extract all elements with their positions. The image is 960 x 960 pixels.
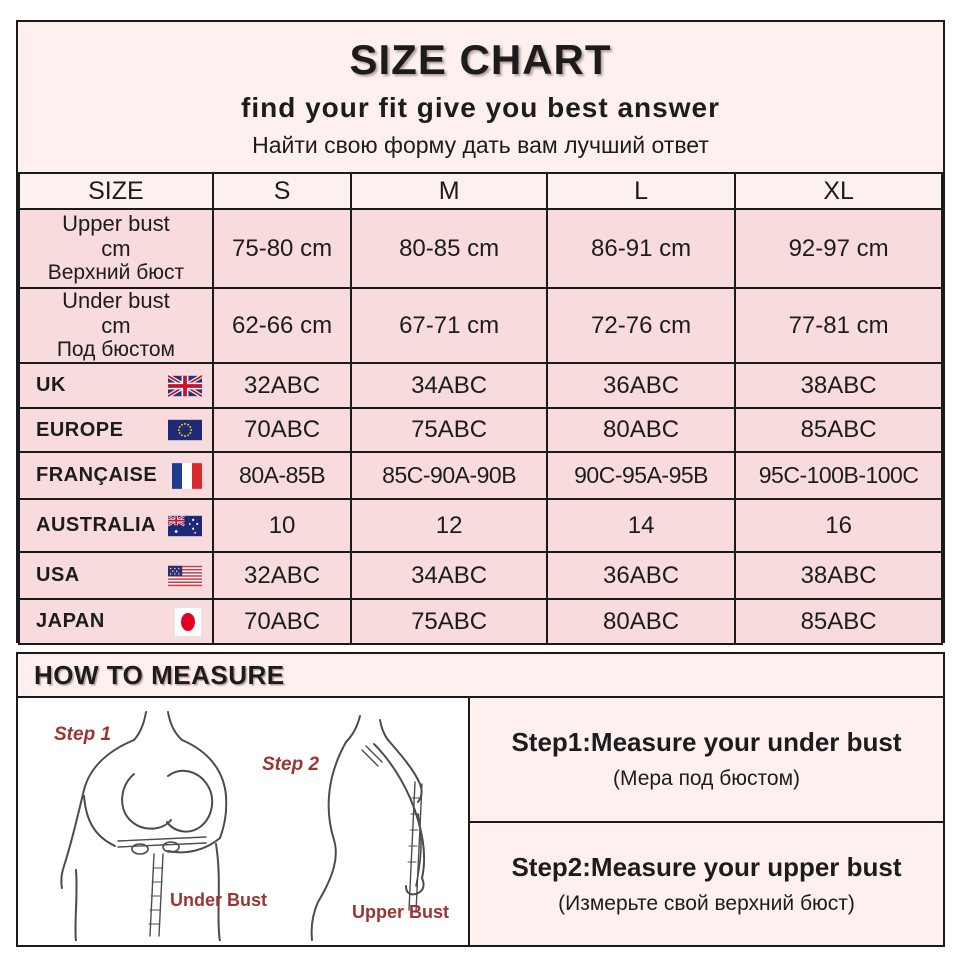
cell-value: 80A-85B <box>211 451 353 500</box>
usa-flag-icon <box>167 564 202 588</box>
step1-title: Step1:Measure your under bust <box>511 727 902 758</box>
column-header-xl: XL <box>734 172 943 210</box>
cell-value: 80ABC <box>545 407 737 453</box>
column-header-size: SIZE <box>18 172 214 210</box>
cell-value: 16 <box>734 498 943 553</box>
cell-value: 80ABC <box>545 598 737 645</box>
japan-flag-icon <box>173 606 202 637</box>
cell-value: 85ABC <box>734 407 943 453</box>
row-label-europe: EUROPE <box>18 407 214 453</box>
cell-value: 75ABC <box>350 598 548 645</box>
cell-value: 38ABC <box>734 362 943 409</box>
cell-value: 36ABC <box>545 551 737 600</box>
measurement-illustration: Step 1 Step 2 Under Bust Upper Bust <box>18 698 470 945</box>
step2-title: Step2:Measure your upper bust <box>511 851 902 882</box>
measure-steps: Step1:Measure your under bust (Мера под … <box>470 698 943 945</box>
step2-instruction: Step2:Measure your upper bust (Измерьте … <box>470 822 943 945</box>
how-to-measure-panel: HOW TO MEASURE <box>16 652 945 947</box>
how-to-measure-title: HOW TO MEASURE <box>18 654 943 698</box>
table-header-row: SIZE S M L XL <box>18 172 943 210</box>
step1-figure-label: Step 1 <box>54 724 112 745</box>
row-label-australia: AUSTRALIA <box>18 498 214 553</box>
upper-bust-label: Upper Bust <box>352 902 450 922</box>
cell-value: 34ABC <box>350 362 548 409</box>
cell-value: 92-97 cm <box>734 208 943 289</box>
column-header-l: L <box>545 172 737 210</box>
step2-subtitle-russian: (Измерьте свой верхний бюст) <box>558 891 855 915</box>
measuring-figures-drawing <box>60 711 426 941</box>
column-header-m: M <box>350 172 548 210</box>
table-row-japan: JAPAN 70ABC 75ABC 80ABC 85ABC <box>18 598 943 645</box>
cell-value: 75-80 cm <box>211 208 353 289</box>
cell-value: 32ABC <box>211 362 353 409</box>
cell-value: 85ABC <box>734 598 943 645</box>
table-row-under-bust: Under bust cm Под бюстом 62-66 cm 67-71 … <box>18 287 943 364</box>
row-label-france: FRANÇAISE <box>18 451 214 500</box>
eu-flag-icon <box>167 418 202 442</box>
cell-value: 85C-90A-90B <box>350 451 548 500</box>
row-label-under-bust: Under bust cm Под бюстом <box>18 287 214 364</box>
size-table: SIZE S M L XL Upper bust cm Верхний бюст… <box>18 172 943 645</box>
uk-flag-icon <box>167 373 202 398</box>
row-label-uk: UK <box>18 362 214 409</box>
cell-value: 70ABC <box>211 598 353 645</box>
size-chart-panel: SIZE CHART find your fit give you best a… <box>16 20 945 645</box>
cell-value: 62-66 cm <box>211 287 353 364</box>
step1-subtitle-russian: (Мера под бюстом) <box>612 767 801 791</box>
cell-value: 80-85 cm <box>350 208 548 289</box>
step2-figure-label: Step 2 <box>262 754 320 775</box>
row-label-upper-bust: Upper bust cm Верхний бюст <box>18 208 214 289</box>
cell-value: 67-71 cm <box>350 287 548 364</box>
cell-value: 10 <box>211 498 353 553</box>
row-label-japan: JAPAN <box>18 598 214 645</box>
cell-value: 90C-95A-95B <box>545 451 737 500</box>
row-label-usa: USA <box>18 551 214 600</box>
page-title: SIZE CHART <box>349 36 612 83</box>
table-row-upper-bust: Upper bust cm Верхний бюст 75-80 cm 80-8… <box>18 208 943 289</box>
cell-value: 36ABC <box>545 362 737 409</box>
france-flag-icon <box>171 462 202 489</box>
cell-value: 95C-100B-100C <box>734 451 943 500</box>
australia-flag-icon <box>167 514 202 538</box>
cell-value: 32ABC <box>211 551 353 600</box>
table-row-europe: EUROPE <box>18 407 943 453</box>
table-row-usa: USA <box>18 551 943 600</box>
cell-value: 70ABC <box>211 407 353 453</box>
step1-instruction: Step1:Measure your under bust (Мера под … <box>470 698 943 823</box>
cell-value: 72-76 cm <box>545 287 737 364</box>
cell-value: 12 <box>350 498 548 553</box>
cell-value: 34ABC <box>350 551 548 600</box>
subtitle-english: find your fit give you best answer <box>241 92 720 123</box>
cell-value: 38ABC <box>734 551 943 600</box>
under-bust-label: Under Bust <box>170 890 268 910</box>
cell-value: 75ABC <box>350 407 548 453</box>
table-row-uk: UK 32ABC 34ABC <box>18 362 943 409</box>
subtitle-russian: Найти свою форму дать вам лучший ответ <box>252 132 709 158</box>
column-header-s: S <box>211 172 353 210</box>
cell-value: 86-91 cm <box>545 208 737 289</box>
table-row-australia: AUSTRALIA <box>18 498 943 553</box>
cell-value: 14 <box>545 498 737 553</box>
table-row-france: FRANÇAISE 80A-85B 85C-90A-90B 90C-95A-95… <box>18 451 943 500</box>
cell-value: 77-81 cm <box>734 287 943 364</box>
title-block: SIZE CHART find your fit give you best a… <box>18 22 943 172</box>
